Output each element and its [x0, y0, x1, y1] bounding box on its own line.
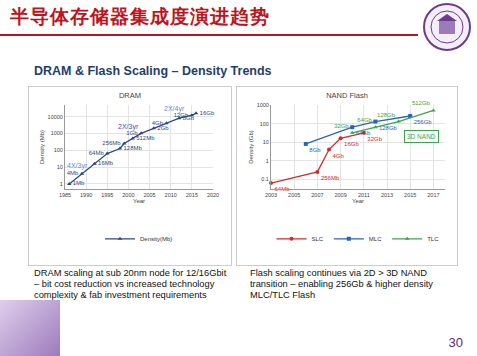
svg-text:16Mb: 16Mb [98, 160, 114, 166]
svg-text:2005: 2005 [143, 192, 155, 198]
svg-text:32Gb: 32Gb [367, 136, 382, 142]
svg-text:4Gb: 4Gb [152, 120, 164, 126]
svg-text:Density (Mb): Density (Mb) [39, 130, 45, 164]
svg-text:4Gb: 4Gb [333, 153, 345, 159]
svg-text:64Gb: 64Gb [357, 117, 372, 123]
html-text:半导体存储器集成度演进趋势: 半导体存储器集成度演进趋势 [10, 5, 270, 27]
svg-text:2015: 2015 [186, 192, 198, 198]
svg-text:32Gb: 32Gb [334, 123, 349, 129]
svg-text:Density(Mb): Density(Mb) [140, 236, 172, 242]
svg-text:64Mb: 64Mb [89, 150, 105, 156]
svg-text:10000: 10000 [48, 114, 63, 120]
svg-text:100: 100 [260, 120, 269, 126]
svg-text:1Gb: 1Gb [126, 130, 138, 136]
svg-text:1Mb: 1Mb [73, 180, 85, 186]
svg-text:128Mb: 128Mb [123, 145, 142, 151]
svg-text:0.1: 0.1 [261, 176, 269, 182]
svg-text:NAND Flash: NAND Flash [326, 91, 368, 100]
svg-text:2Gb: 2Gb [157, 125, 169, 131]
svg-text:2X/3yr: 2X/3yr [118, 123, 139, 131]
svg-text:MLC: MLC [369, 236, 382, 242]
html-text:Flash scaling continues via 2D: Flash scaling continues via 2D > 3D NAND… [250, 268, 433, 300]
svg-text:8Gb: 8Gb [309, 147, 321, 153]
svg-text:256Gb: 256Gb [414, 119, 433, 125]
svg-text:1: 1 [266, 158, 269, 164]
svg-text:64Gb: 64Gb [356, 130, 371, 136]
svg-text:10: 10 [263, 139, 269, 145]
svg-text:1995: 1995 [101, 192, 113, 198]
svg-text:2007: 2007 [311, 192, 323, 198]
svg-text:256Mb: 256Mb [102, 140, 121, 146]
svg-text:2020: 2020 [207, 192, 219, 198]
svg-text:16Gb: 16Gb [200, 110, 215, 116]
svg-text:1000: 1000 [257, 102, 269, 108]
svg-text:256Mb: 256Mb [321, 175, 340, 181]
svg-text:4X/3yr: 4X/3yr [67, 162, 88, 170]
svg-text:1990: 1990 [80, 192, 92, 198]
svg-text:2X/4yr: 2X/4yr [164, 105, 185, 113]
svg-text:100: 100 [54, 147, 63, 153]
svg-text:DRAM: DRAM [119, 91, 141, 100]
svg-text:2013: 2013 [381, 192, 393, 198]
svg-text:Density (Gb): Density (Gb) [248, 130, 254, 164]
svg-text:128Gb: 128Gb [377, 112, 396, 118]
svg-text:512Mb: 512Mb [136, 135, 155, 141]
svg-text:3D NAND: 3D NAND [407, 133, 436, 140]
svg-text:128Gb: 128Gb [379, 125, 398, 131]
svg-text:2005: 2005 [288, 192, 300, 198]
svg-text:TLC: TLC [427, 236, 439, 242]
svg-text:12Gb: 12Gb [174, 112, 189, 118]
svg-text:2000: 2000 [122, 192, 134, 198]
svg-text:16Gb: 16Gb [344, 141, 359, 147]
svg-text:2009: 2009 [334, 192, 346, 198]
html-text:DRAM & Flash Scaling – Density: DRAM & Flash Scaling – Density Trends [34, 64, 272, 78]
html-text:30: 30 [448, 335, 463, 350]
svg-text:64Mb: 64Mb [275, 186, 291, 192]
svg-text:1: 1 [60, 181, 63, 187]
svg-text:2015: 2015 [404, 192, 416, 198]
svg-text:1000: 1000 [51, 130, 63, 136]
svg-text:2010: 2010 [165, 192, 177, 198]
svg-text:10: 10 [57, 164, 63, 170]
svg-text:Year: Year [352, 198, 364, 204]
svg-text:4Mb: 4Mb [67, 170, 79, 176]
svg-text:2011: 2011 [358, 192, 370, 198]
svg-text:Year: Year [133, 198, 145, 204]
html-text:DRAM scaling at sub 20nm node: DRAM scaling at sub 20nm node for 12/16G… [34, 268, 227, 300]
svg-text:2003: 2003 [265, 192, 277, 198]
svg-text:SLC: SLC [312, 236, 324, 242]
svg-text:2017: 2017 [427, 192, 439, 198]
svg-text:8Gb: 8Gb [183, 115, 195, 121]
svg-text:512Gb: 512Gb [412, 100, 431, 106]
svg-text:1985: 1985 [59, 192, 71, 198]
